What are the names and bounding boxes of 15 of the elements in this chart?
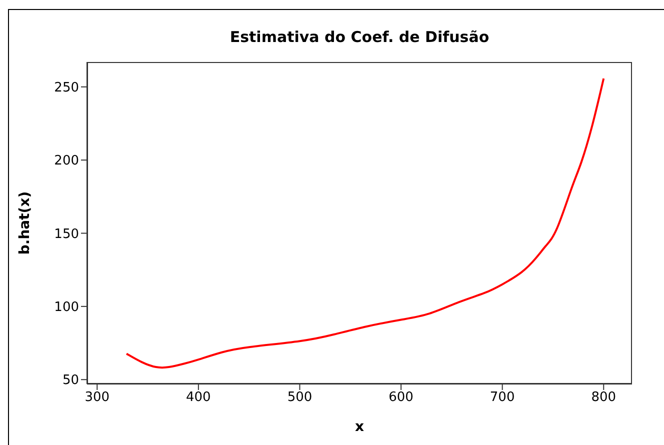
y-tick-label: 50 <box>62 373 79 388</box>
x-tick-label: 400 <box>186 390 211 406</box>
x-tick-label: 700 <box>490 390 515 406</box>
chart-title: Estimativa do Coef. de Difusão <box>228 28 490 46</box>
x-axis-title: x <box>354 419 364 435</box>
x-tick-label: 800 <box>591 390 616 406</box>
y-tick-label: 200 <box>54 154 79 169</box>
line-series <box>126 78 605 369</box>
y-tick-label: 150 <box>54 226 79 242</box>
x-tick-label: 500 <box>287 390 312 406</box>
x-tick-label: 600 <box>388 390 414 406</box>
y-tick-label: 100 <box>54 300 79 316</box>
y-tick-label: 250 <box>54 80 79 96</box>
x-tick-label: 300 <box>84 390 110 406</box>
y-axis-title: b.hat(x) <box>16 191 33 255</box>
